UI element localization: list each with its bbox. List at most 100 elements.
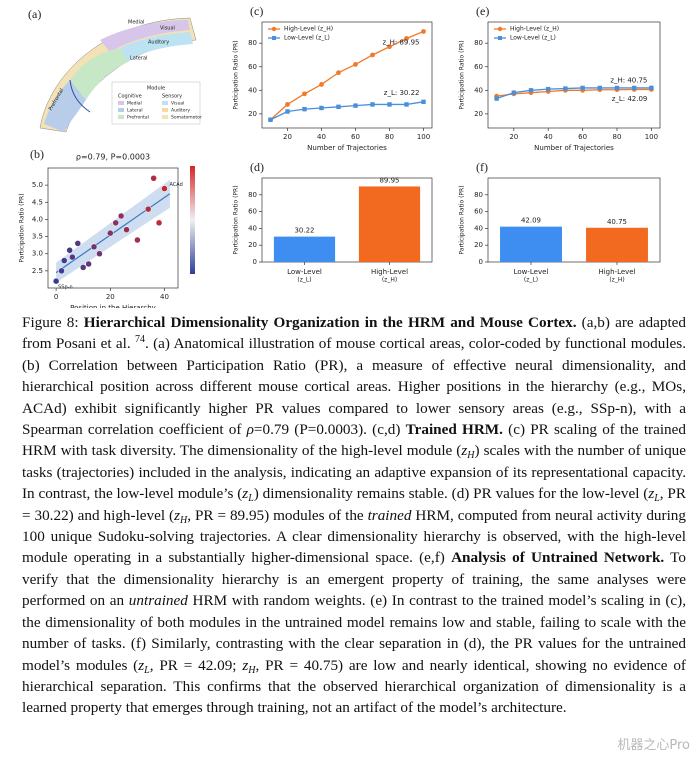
legend-swatch [118,108,124,112]
y-tick-label: 60 [248,208,257,216]
marker [353,103,358,108]
marker [528,88,534,93]
caption-run: , PR = 89.95) modules of the [187,506,368,524]
point [161,185,168,192]
caption-run: ρ [246,421,254,439]
chart-title: ρ=0.79, P=0.0003 [76,153,150,162]
x-tick-label: 0 [54,293,58,301]
y-tick-label: 4.5 [32,198,43,206]
marker [421,99,426,105]
region-label: Lateral [130,56,147,62]
y-axis-label: Participation Ratio (PR) [459,40,466,109]
chart: (c) 20 40 60 80 20 40 60 80 100 Number of Trajecto… [233,4,433,152]
series-line [270,30,424,121]
marker [404,36,409,41]
x-tick-label: High-Level [371,268,408,276]
legend-marker [497,26,503,32]
point [58,267,65,275]
caption-run: Hierarchical Dimensionality Organization… [83,314,577,331]
legend-marker [271,26,277,32]
y-tick-label: 40 [248,86,257,94]
x-tick-label: 20 [106,293,115,301]
legend-item: Prefrontal [127,115,149,121]
plot-frame [487,21,661,129]
caption-run: =0.79 (P=0.0003). (c,d) [253,421,406,439]
caption-run: z [648,485,655,503]
y-tick-label: 80 [248,191,257,199]
value-label: 42.09 [521,217,541,225]
caption-run: , PR = 42.09; [149,656,243,674]
y-tick-label: 0 [479,258,483,266]
legend-item: Visual [171,101,184,107]
plot-frame [487,177,661,263]
legend-marker [272,36,276,40]
chart: (f) 0 20 40 60 80 Participation Ratio (PR) 42.0… [459,160,661,284]
value-label: 30.22 [294,227,314,235]
chart: (d) 0 20 40 60 80 Participation Ratio (PR) 30.2… [233,160,433,284]
marker [285,102,290,107]
x-tick-label: High-Level [598,268,635,276]
caption-run: 74 [135,334,145,346]
point [52,277,60,285]
legend-swatch [118,101,124,105]
annotation: z_H: 89.95 [382,38,419,46]
confidence-band [56,179,170,283]
chart: (b) ρ=0.79, P=0.0003 2.5 3.0 3.5 4.0 4.5 5.0 0 20… [19,147,183,308]
x-tick-label: 40 [160,293,169,301]
y-axis-label: Participation Ratio (PR) [459,185,466,254]
marker [319,105,324,111]
annotation: z_H: 40.75 [610,76,647,84]
marker [632,85,637,91]
value-label: 89.95 [379,176,399,184]
marker [649,85,654,91]
marker [302,106,307,112]
y-tick-label: 4.0 [32,215,43,223]
marker [319,82,324,87]
region-label: Medial [128,20,144,26]
annotation: z_L: 42.09 [612,95,648,103]
y-tick-label: 3.0 [32,250,43,258]
panel-letter: (f) [476,160,488,174]
caption-run: , PR = 40.75) are low and nearly identic… [22,656,686,717]
caption-run: z [174,506,180,524]
caption-run: untrained [128,592,188,610]
caption-run: Trained HRM. [405,421,503,439]
y-axis-label: Participation Ratio (PR) [233,40,240,109]
region [70,48,128,100]
point [96,250,103,257]
legend-swatch [162,101,168,105]
region [100,20,190,52]
legend-label: High-Level (z_H) [284,26,333,33]
y-tick-label: 60 [474,208,483,216]
legend-item: Lateral [127,108,143,114]
point [69,253,76,261]
figure: (a) Medial Visual Auditory Lateral Prefr… [19,4,661,308]
caption-run: (c) PR scaling of the trained HRM with t… [22,421,686,460]
region [120,32,193,62]
marker [421,29,426,34]
annotation: z_L: 30.22 [384,89,420,97]
y-tick-label: 20 [248,241,257,249]
plot-frame [261,21,433,129]
x-tick-label: 60 [351,133,360,141]
bar [273,236,336,262]
caption-run: Figure 8: [22,314,84,331]
y-axis-label: Participation Ratio (PR) [19,193,26,262]
x-tick-label: 100 [645,133,658,141]
legend-heading: Cognitive [118,94,142,100]
point [79,264,87,271]
x-tick-label: 100 [417,133,430,141]
bar [586,227,648,262]
x-axis-label: Position in the Hierarchy [70,304,156,308]
legend-label: Low-Level (z_L) [510,35,556,42]
point [61,257,68,264]
panel-letter: (b) [30,147,44,161]
region [44,80,86,132]
series-line [496,87,652,100]
x-tick-label: 80 [385,133,394,141]
legend-swatch [162,108,168,112]
point [123,226,130,233]
y-tick-label: 20 [248,110,257,118]
panel-a: (a) Medial Visual Auditory Lateral Prefr… [28,7,202,133]
